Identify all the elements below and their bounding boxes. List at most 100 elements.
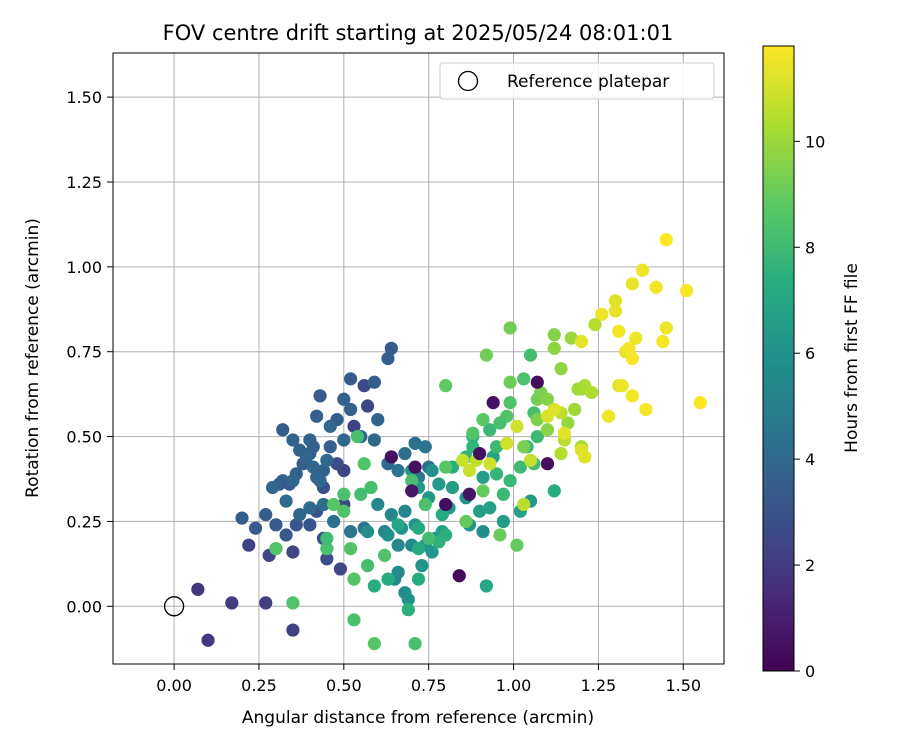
data-point (276, 423, 290, 437)
data-point (503, 474, 517, 488)
data-point (656, 334, 670, 349)
data-point (503, 321, 517, 335)
data-point (493, 416, 507, 430)
data-point (384, 341, 398, 355)
data-point (313, 474, 327, 488)
data-point (401, 603, 415, 617)
data-point (462, 487, 477, 501)
data-point (327, 514, 341, 529)
data-point (608, 304, 622, 318)
data-point (333, 562, 348, 576)
data-point (439, 379, 453, 393)
data-point (574, 334, 589, 349)
data-point (415, 558, 429, 573)
data-point (286, 545, 300, 559)
x-tick-label: 1.50 (665, 676, 701, 695)
data-point (500, 436, 514, 450)
data-point (625, 277, 639, 291)
x-tick-label: 0.50 (326, 676, 362, 695)
data-point (578, 450, 592, 464)
data-point (530, 429, 544, 444)
data-point (265, 480, 280, 495)
data-point (554, 446, 568, 461)
colorbar-tick-label: 8 (805, 238, 815, 257)
data-point (649, 280, 663, 294)
reference-platepar-marker (163, 596, 185, 617)
data-point (425, 463, 439, 478)
colorbar-ticks: 0 2 4 6 8 10 (794, 132, 825, 681)
data-point (540, 392, 555, 406)
data-point (405, 474, 419, 488)
colorbar-tick-label: 6 (805, 344, 815, 363)
data-point (489, 467, 504, 481)
colorbar-gradient (762, 45, 795, 672)
data-point (629, 331, 643, 345)
colorbar-tick-label: 2 (805, 556, 815, 575)
data-point (513, 460, 527, 474)
data-point (398, 504, 412, 518)
data-point (493, 528, 507, 542)
y-tick-label: 1.50 (66, 88, 102, 107)
data-point (483, 457, 497, 471)
data-point (401, 592, 415, 607)
legend-reference-marker (457, 70, 479, 92)
data-point (384, 450, 398, 464)
x-axis-ticks: 0.00 0.25 0.50 0.75 1.00 1.25 1.50 (156, 664, 701, 695)
x-tick-label: 0.00 (156, 676, 192, 695)
data-point (286, 623, 300, 637)
data-point (364, 480, 378, 495)
y-tick-label: 0.00 (66, 597, 102, 616)
data-point (408, 460, 422, 474)
data-point (530, 375, 544, 389)
data-point (408, 436, 422, 450)
data-point (503, 396, 517, 410)
data-point (639, 402, 653, 417)
data-point (473, 446, 487, 461)
data-point (357, 457, 371, 471)
data-point (337, 392, 351, 406)
data-point (367, 579, 381, 593)
data-point (320, 552, 334, 566)
data-point (371, 413, 385, 427)
data-point (462, 463, 477, 478)
data-point (344, 541, 358, 556)
colorbar-tick-label: 4 (805, 450, 815, 469)
data-point (564, 331, 578, 345)
data-point (299, 450, 314, 464)
y-tick-label: 1.00 (66, 258, 102, 277)
data-point (286, 474, 300, 488)
data-point (303, 518, 317, 532)
data-point (612, 324, 626, 338)
y-tick-label: 1.25 (66, 173, 102, 192)
data-point (367, 433, 381, 447)
data-point (411, 541, 426, 556)
data-point (601, 409, 616, 423)
data-point (320, 531, 334, 546)
data-point (303, 501, 317, 515)
x-tick-label: 1.00 (496, 676, 532, 695)
data-point (381, 528, 395, 542)
data-point (391, 463, 405, 478)
data-point (330, 457, 344, 471)
data-point (316, 497, 331, 512)
data-point (422, 531, 436, 546)
colorbar: 0 2 4 6 8 10 Hours from first FF file (762, 45, 862, 681)
x-tick-label: 1.25 (581, 676, 617, 695)
data-point (435, 508, 449, 522)
y-axis-label: Rotation from reference (arcmin) (23, 218, 43, 498)
data-point (496, 514, 510, 529)
data-point (235, 511, 249, 525)
data-point (489, 440, 504, 454)
data-point (510, 419, 524, 433)
data-point (367, 637, 381, 651)
data-point (547, 341, 561, 355)
data-point (360, 525, 375, 539)
data-point (547, 328, 561, 342)
data-point (635, 263, 650, 277)
data-point (344, 372, 358, 386)
colorbar-tick-label: 0 (805, 662, 815, 681)
data-point (432, 477, 446, 491)
data-point (411, 572, 426, 586)
data-point (517, 497, 531, 512)
